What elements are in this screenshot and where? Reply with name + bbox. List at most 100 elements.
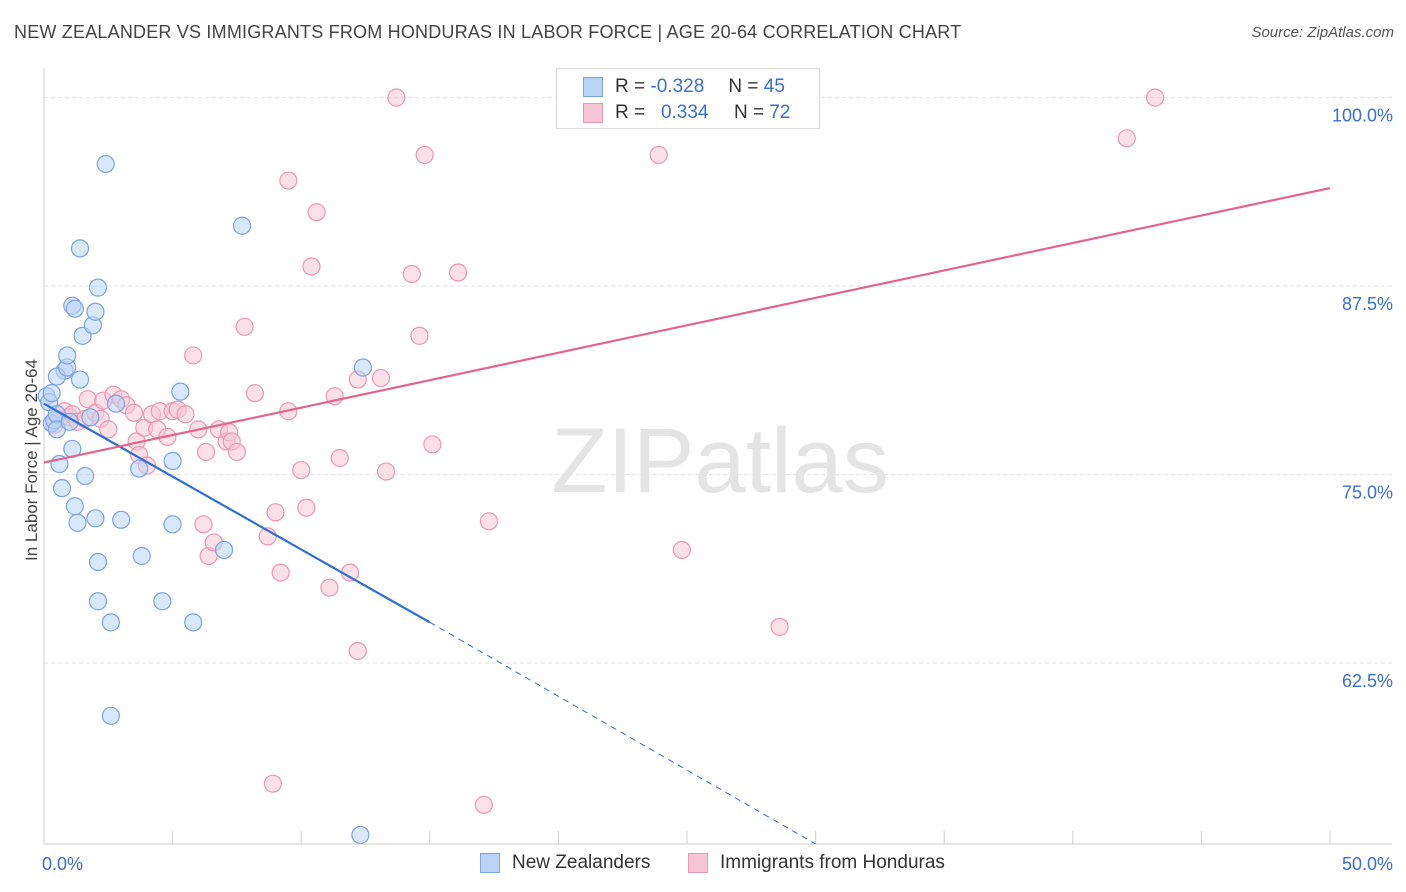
new-zealander-point xyxy=(353,358,373,377)
tick-labels: 62.5% 75.0% 87.5% 100.0% 0.0% 50.0% xyxy=(42,106,1393,874)
honduras-point xyxy=(227,442,246,462)
new-zealander-point xyxy=(132,546,151,566)
honduras-point xyxy=(245,384,265,403)
honduras-point xyxy=(415,145,434,165)
honduras-point xyxy=(297,498,316,517)
honduras-point xyxy=(387,88,406,107)
new-zealander-point xyxy=(42,384,61,403)
new-zealander-point xyxy=(65,299,84,318)
new-zealander-point xyxy=(58,346,77,365)
x-tick-label: 0.0% xyxy=(42,854,83,874)
axes xyxy=(43,68,1392,845)
watermark: ZIPatlas xyxy=(551,410,888,512)
new-zealander-point xyxy=(184,613,203,632)
honduras-point xyxy=(649,145,668,165)
new-zealander-point xyxy=(68,513,87,532)
legend-item-new-zealanders: New Zealanders xyxy=(480,852,650,874)
honduras-point xyxy=(376,462,396,481)
series-legend: New Zealanders Immigrants from Honduras xyxy=(0,852,1406,878)
grid-lines xyxy=(44,97,1392,664)
legend-swatch-honduras xyxy=(688,853,708,873)
stats-row-new-zealanders: R = -0.328 N = 45 xyxy=(583,74,785,100)
honduras-point xyxy=(402,264,421,284)
r-label: R = xyxy=(615,76,646,97)
source-label: Source: ZipAtlas.com xyxy=(1251,24,1394,41)
new-zealander-point xyxy=(96,154,115,174)
x-tick-label: 50.0% xyxy=(1342,854,1393,874)
new-zealander-point xyxy=(101,706,120,725)
honduras-point xyxy=(271,563,290,582)
stats-legend: R = -0.328 N = 45 R = 0.334 N = 72 xyxy=(556,68,820,129)
new-zealander-point xyxy=(70,239,90,258)
n-label: N = xyxy=(728,76,759,97)
legend-swatch-honduras xyxy=(583,103,603,123)
new-zealander-point xyxy=(153,592,172,611)
new-zealander-point xyxy=(171,382,190,401)
new-zealander-point xyxy=(52,479,72,498)
legend-label: New Zealanders xyxy=(512,852,651,873)
honduras-point xyxy=(423,435,442,454)
new-zealander-point xyxy=(65,497,84,516)
n-value: 45 xyxy=(763,76,785,97)
y-tick-label: 100.0% xyxy=(1332,106,1393,126)
honduras-point xyxy=(292,460,311,480)
y-tick-label: 62.5% xyxy=(1342,671,1393,691)
honduras-point xyxy=(124,403,144,422)
honduras-point xyxy=(266,503,285,522)
n-value: 72 xyxy=(769,102,791,123)
r-value: 0.334 xyxy=(660,102,709,123)
new-zealander-point xyxy=(88,278,108,297)
honduras-point xyxy=(479,512,499,531)
legend-label: Immigrants from Honduras xyxy=(720,852,945,873)
honduras-point xyxy=(302,257,321,276)
honduras-point xyxy=(371,368,391,388)
new-zealander-point xyxy=(351,825,370,845)
trend-lines xyxy=(43,187,1331,624)
new-zealander-trend-line xyxy=(43,402,431,624)
honduras-trend-line xyxy=(43,187,1331,464)
honduras-point xyxy=(307,203,326,222)
stats-row-honduras: R = 0.334 N = 72 xyxy=(583,100,790,126)
honduras-point xyxy=(99,420,118,439)
n-label: N = xyxy=(733,102,765,123)
new-zealander-point xyxy=(81,408,100,427)
honduras-point xyxy=(1146,88,1165,107)
r-value: -0.328 xyxy=(650,76,705,97)
honduras-point xyxy=(184,346,203,365)
new-zealander-point xyxy=(106,394,126,413)
new-zealander-point xyxy=(112,510,131,529)
new-zealander-point xyxy=(130,459,149,478)
y-tick-label: 75.0% xyxy=(1342,483,1393,503)
honduras-point xyxy=(194,515,213,534)
honduras-point xyxy=(672,540,691,560)
new-zealander-point xyxy=(76,466,95,486)
new-zealander-point xyxy=(214,540,234,560)
honduras-point xyxy=(1117,129,1136,148)
data-points xyxy=(37,88,1165,845)
new-zealander-point xyxy=(163,515,182,534)
new-zealander-point xyxy=(88,592,108,611)
new-zealander-point xyxy=(163,451,182,471)
honduras-point xyxy=(410,326,429,345)
honduras-point xyxy=(263,774,283,793)
honduras-point xyxy=(770,617,789,636)
y-tick-label: 87.5% xyxy=(1342,294,1393,314)
new-zealander-point xyxy=(70,370,90,389)
new-zealander-point xyxy=(60,412,79,431)
legend-swatch-new-zealanders xyxy=(480,853,500,873)
new-zealander-point xyxy=(232,216,252,235)
new-zealander-point xyxy=(88,552,108,572)
r-label: R = xyxy=(615,102,646,123)
legend-item-honduras: Immigrants from Honduras xyxy=(688,852,945,874)
new-zealander-trend-extension xyxy=(429,621,816,845)
honduras-point xyxy=(448,263,468,282)
legend-swatch-new-zealanders xyxy=(583,77,603,97)
new-zealander-point xyxy=(86,509,105,528)
honduras-point xyxy=(196,442,216,462)
new-zealander-point xyxy=(86,302,105,321)
honduras-point xyxy=(320,578,339,597)
honduras-point xyxy=(279,171,298,190)
honduras-point xyxy=(176,405,195,424)
honduras-point xyxy=(235,317,254,336)
